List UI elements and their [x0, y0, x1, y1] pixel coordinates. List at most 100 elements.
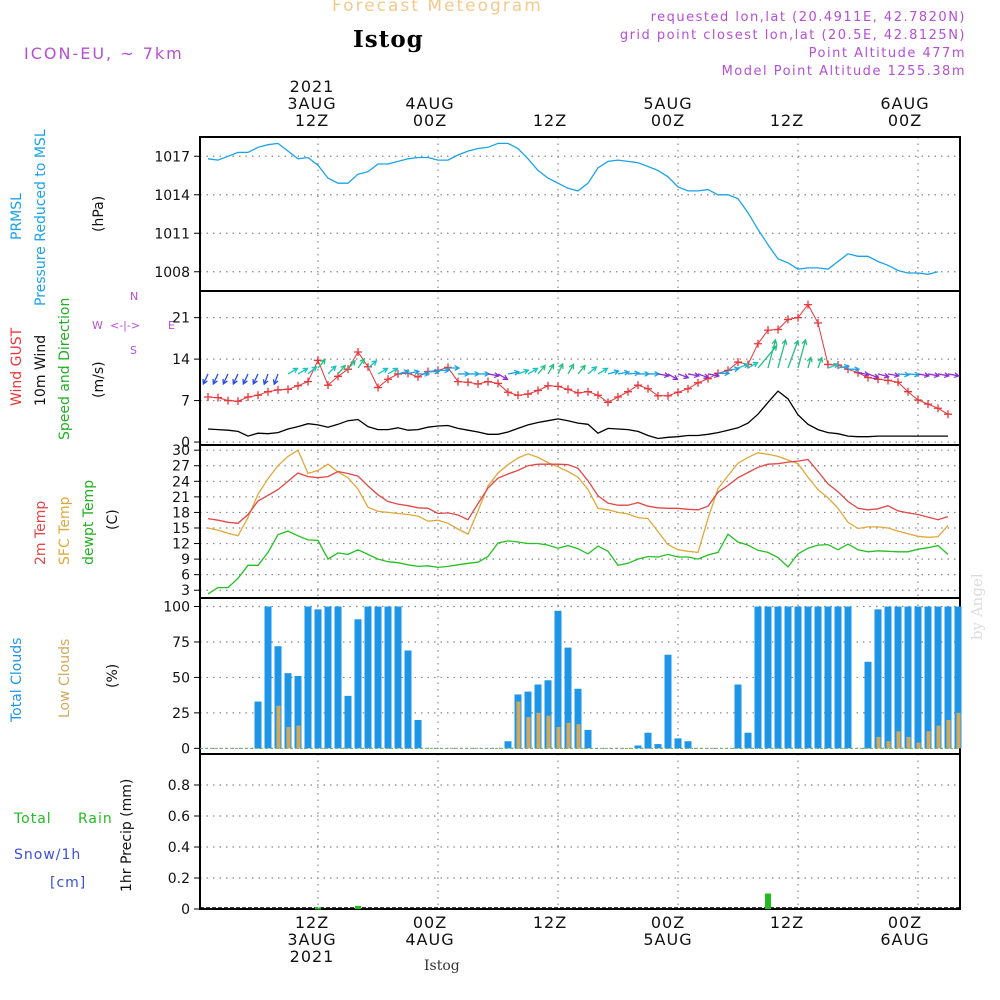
gust-marker [514, 391, 522, 400]
total-cloud-bar [404, 650, 412, 749]
wind-direction-arrow [707, 372, 721, 379]
wind-direction-arrow [212, 373, 219, 386]
wind-direction-arrow [747, 361, 759, 369]
wind-direction-arrow [252, 373, 259, 386]
y-tick-label: 100 [163, 600, 190, 616]
top-axis-label: 12Z [769, 111, 805, 130]
y-tick-label: 0.4 [168, 840, 190, 856]
gust-marker [324, 381, 332, 390]
low-cloud-bar [546, 715, 551, 749]
gust-marker [634, 381, 642, 390]
y-tick-label: 3 [181, 583, 190, 599]
wind-direction-arrow [677, 373, 690, 380]
compass-north: N [130, 290, 139, 303]
y-tick-label: 1014 [154, 188, 190, 204]
wind-direction-arrow [597, 367, 609, 375]
bottom-axis-label: 12Z [769, 913, 805, 932]
total-cloud-bar [814, 606, 822, 749]
gust-marker [694, 378, 702, 387]
y-tick-label: 50 [172, 670, 190, 686]
low-cloud-bar [926, 731, 931, 749]
total-cloud-bar [504, 741, 512, 749]
rain-bar [355, 905, 361, 909]
wind-direction-arrow [867, 373, 880, 380]
wind-direction-arrow [297, 367, 309, 375]
total-cloud-bar [874, 609, 882, 749]
panel-frame [199, 753, 961, 910]
wind-compass: N S W E <-|-> [88, 290, 180, 360]
bottom-axis-label: 00Z 6AUG [880, 913, 930, 949]
y-tick-label: 30 [172, 443, 190, 459]
gust-marker [344, 365, 352, 374]
low-cloud-bar [886, 741, 891, 749]
gust-marker [584, 387, 592, 396]
wind-direction-arrow [657, 372, 671, 379]
y-tick-label: 27 [172, 459, 190, 475]
t2m-line [207, 458, 949, 524]
gust-marker [804, 300, 812, 309]
wind-direction-arrow [262, 373, 269, 386]
total-cloud-bar [904, 606, 912, 749]
wind-direction-arrow [487, 372, 501, 379]
snow-label: Snow/1h [14, 847, 82, 863]
low-cloud-bar [296, 725, 301, 749]
gust-marker [264, 387, 272, 396]
gust-marker [614, 393, 622, 402]
bottom-axis-label: 00Z 5AUG [643, 913, 693, 949]
wind-direction-arrow [478, 370, 491, 377]
gust-marker [924, 400, 932, 409]
snow-unit: [cm] [50, 875, 87, 891]
wind-speed-line [207, 390, 948, 440]
total-cloud-bar [584, 729, 592, 749]
gust-marker [204, 393, 212, 402]
wind-direction-arrow [397, 369, 410, 375]
total-cloud-bar [924, 606, 932, 749]
wind-direction-arrow [727, 366, 741, 373]
gust-marker [594, 391, 602, 400]
low-cloud-bar [576, 724, 581, 749]
model-name: ICON-EU, ~ 7km [24, 44, 184, 63]
gust-marker [304, 377, 312, 386]
wind-direction-arrow [617, 369, 631, 376]
wind-direction-arrow [507, 369, 521, 376]
wind-direction-arrow [648, 370, 661, 377]
total-cloud-bar [914, 606, 922, 749]
wind-direction-arrow [438, 367, 451, 374]
rain-label: Rain [78, 811, 113, 827]
wind-direction-arrow [557, 362, 564, 375]
rain-label-total: Total [14, 811, 52, 827]
low-cloud-bar [876, 736, 881, 749]
gust-marker [234, 397, 242, 406]
wind-direction-arrow [806, 356, 813, 369]
y-tick-label: 0 [181, 902, 190, 918]
low-cloud-bar [916, 742, 921, 749]
y-tick-label: 14 [172, 352, 190, 368]
wind-direction-arrow [917, 372, 931, 379]
gust-marker [794, 313, 802, 322]
pressure-line [207, 142, 939, 275]
y-tick-label: 0 [181, 435, 190, 451]
y-tick-label: 25 [172, 706, 190, 722]
gust-marker [814, 318, 822, 327]
y-tick-label: 0.8 [168, 778, 190, 794]
gust-marker [574, 388, 582, 397]
wind-direction-arrow [787, 339, 800, 369]
gust-marker [504, 388, 512, 397]
wind-direction-arrow [897, 371, 911, 378]
y-tick-label: 0.2 [168, 871, 190, 887]
wind-direction-arrow [797, 338, 808, 369]
top-axis-label: 5AUG 00Z [643, 94, 693, 130]
gust-marker [774, 325, 782, 334]
wind-direction-arrow [757, 344, 778, 369]
wind-direction-arrow [937, 372, 951, 379]
gust-marker [884, 376, 892, 385]
wind-direction-arrow [367, 360, 378, 369]
gust-marker [754, 339, 762, 348]
top-axis-label: 2021 3AUG 12Z [287, 77, 337, 130]
total-cloud-bar [324, 606, 332, 749]
total-cloud-bar [414, 719, 422, 749]
gust-marker [544, 381, 552, 390]
total-cloud-bar [764, 606, 772, 749]
gust-marker [894, 378, 902, 387]
